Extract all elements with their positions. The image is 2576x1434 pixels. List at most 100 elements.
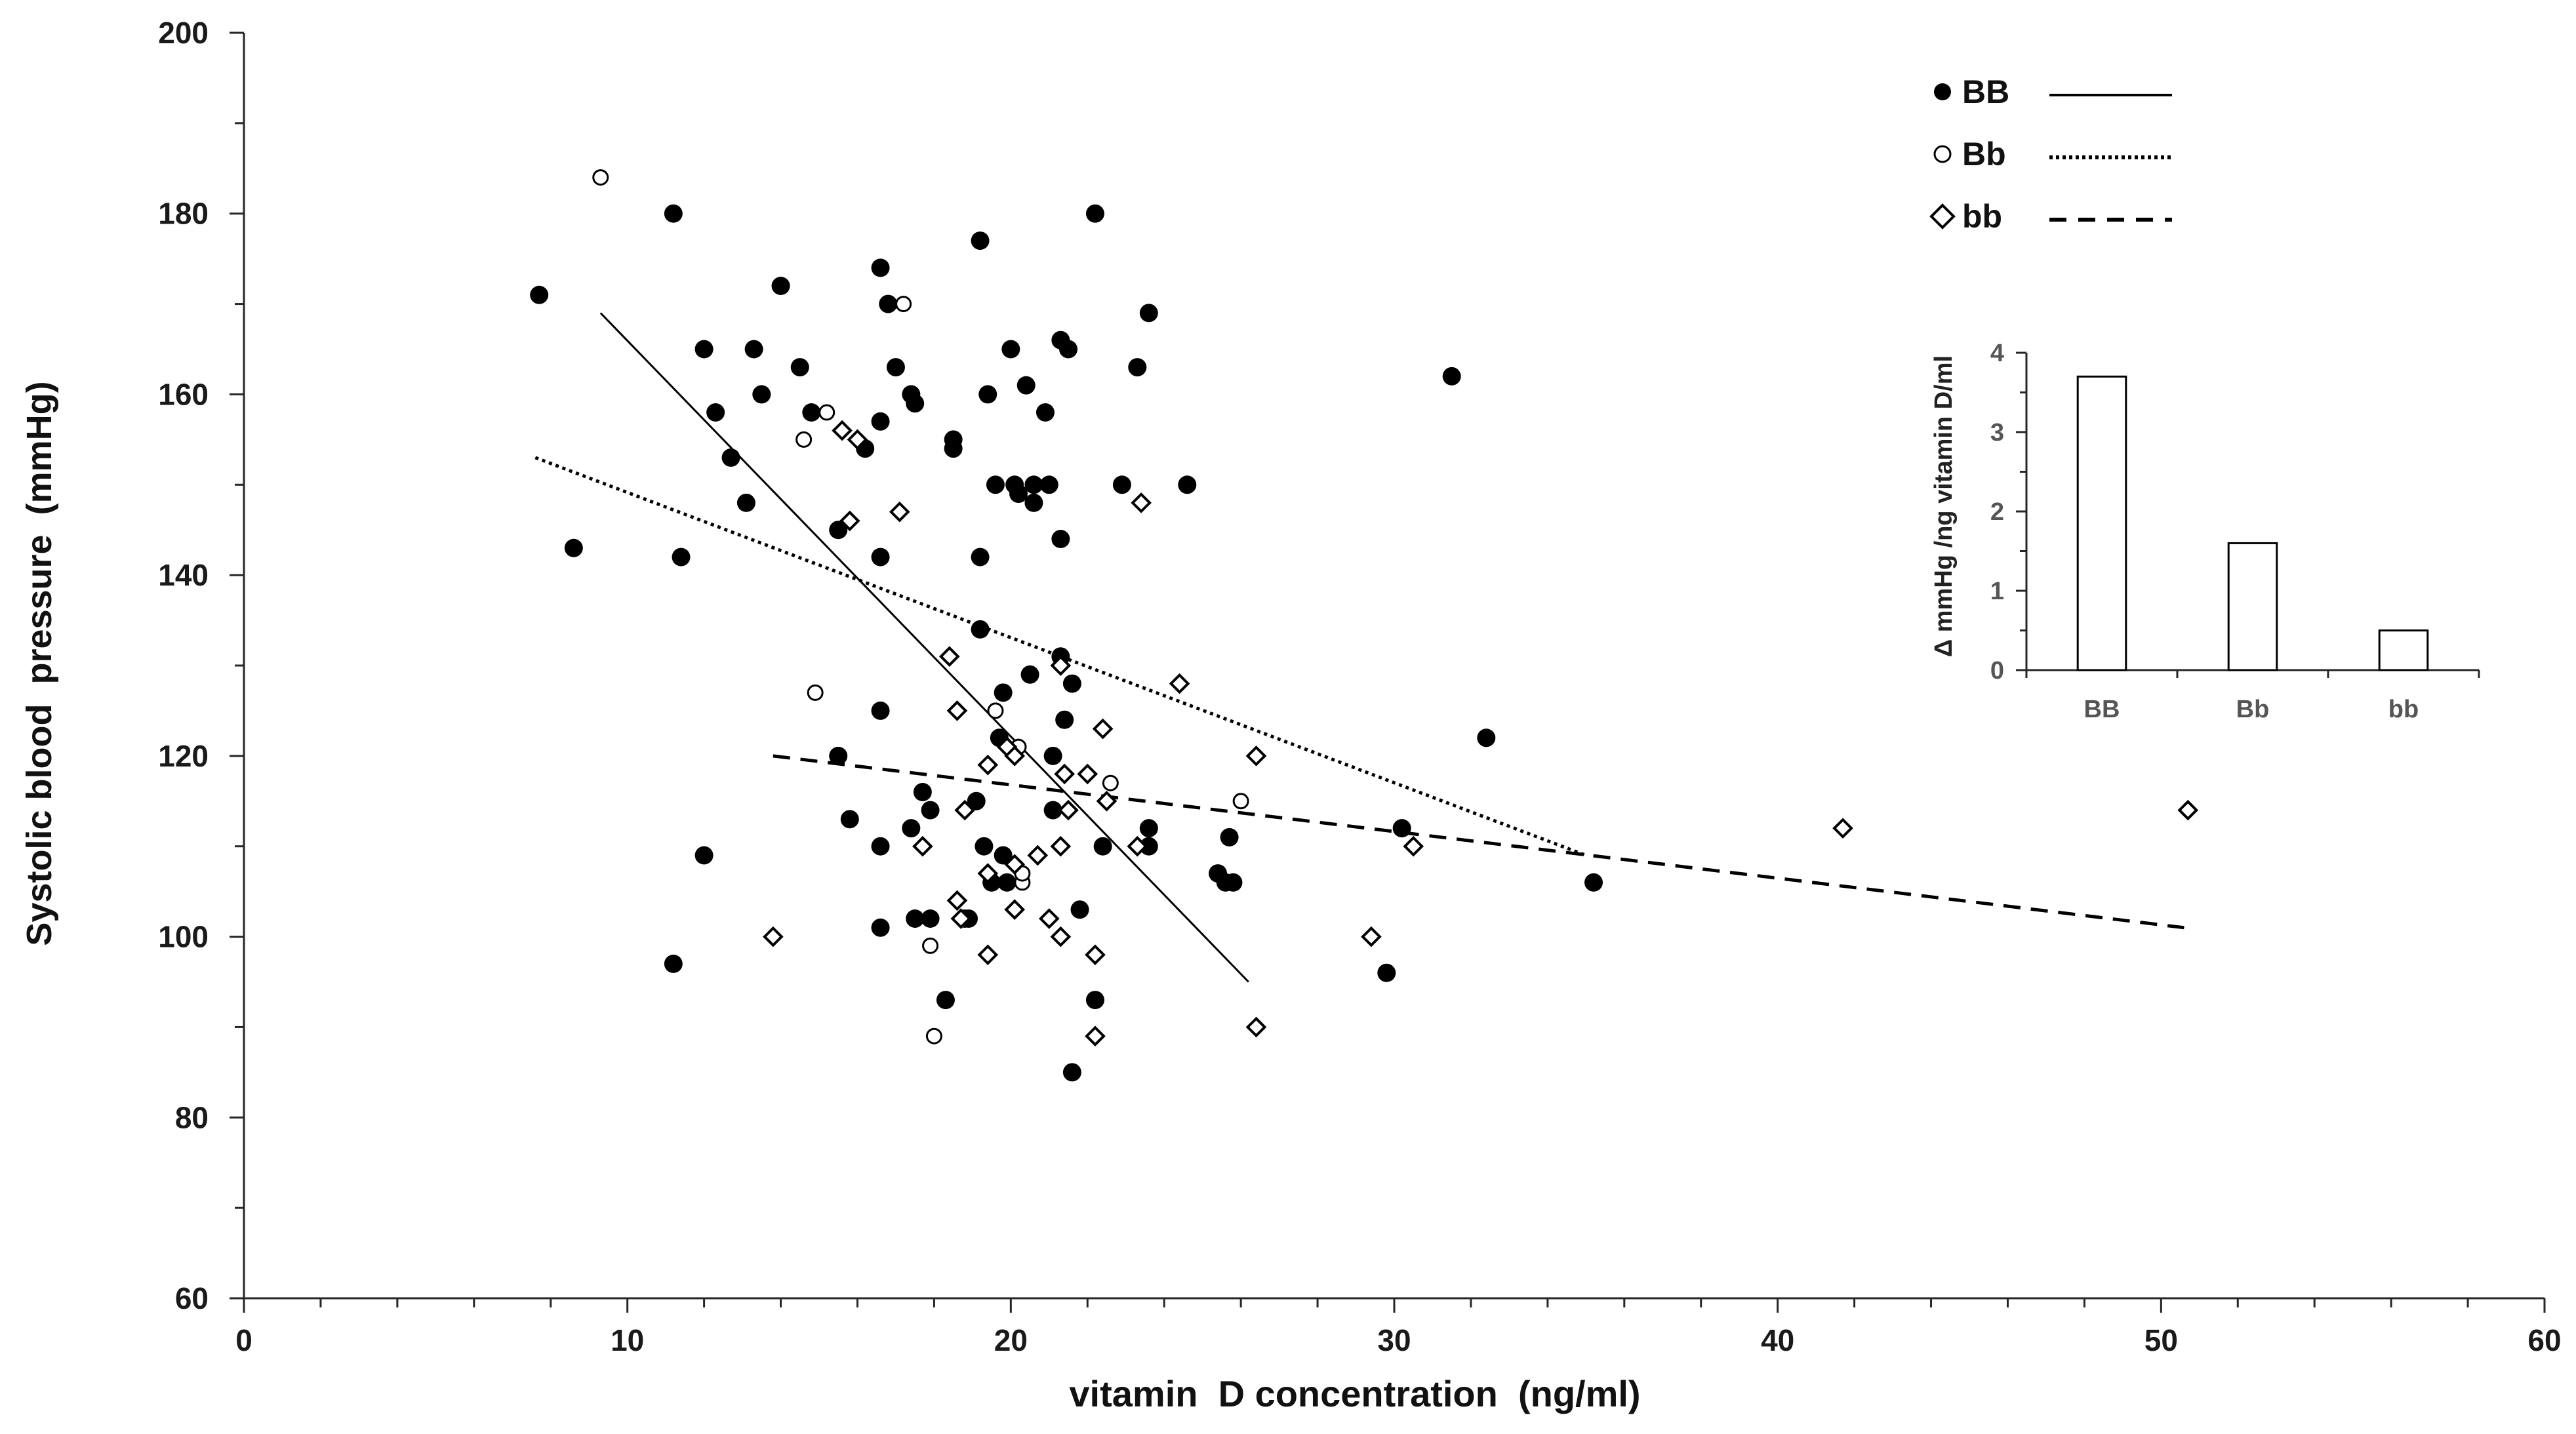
data-point-bb <box>971 548 990 567</box>
data-point-bb <box>871 918 890 937</box>
data-point-bb <box>1403 835 1424 857</box>
data-point-bb <box>1224 873 1243 892</box>
data-point-bb <box>1062 674 1081 693</box>
data-point-bb <box>971 620 990 639</box>
data-point-bb <box>1054 763 1076 785</box>
data-point-bb <box>1102 774 1119 791</box>
data-point-bb <box>925 1027 942 1045</box>
data-point-bb <box>807 684 824 701</box>
data-point-bb <box>1361 926 1382 947</box>
data-point-bb <box>1038 908 1060 929</box>
y-tick-label: 60 <box>175 1281 209 1315</box>
y-tick-label: 160 <box>158 377 209 411</box>
data-point-bb <box>1220 827 1239 846</box>
inset-y-tick-label: 4 <box>1990 340 2004 367</box>
data-point-bb <box>879 294 898 313</box>
data-point-bb <box>1077 763 1098 785</box>
inset-y-tick-label: 0 <box>1990 657 2004 685</box>
legend-label-bb: bb <box>1962 198 2002 235</box>
x-tick-label: 20 <box>994 1323 1028 1357</box>
data-point-bb <box>1477 728 1496 747</box>
inset-x-tick-label: bb <box>2388 696 2419 723</box>
data-point-bb <box>1139 819 1158 838</box>
data-point-bb <box>902 819 921 838</box>
x-axis-title: vitamin D concentration (ng/ml) <box>1069 1373 1640 1414</box>
data-point-bb <box>921 801 940 820</box>
data-point-bb <box>1050 655 1072 676</box>
data-point-bb <box>1092 718 1114 740</box>
data-point-bb <box>1127 835 1148 857</box>
y-tick-label: 200 <box>158 16 209 50</box>
data-point-bb <box>1442 367 1461 386</box>
data-point-bb <box>706 403 725 422</box>
inset-x-tick-label: BB <box>2084 696 2120 723</box>
legend-marker-bb <box>1933 145 1952 163</box>
data-point-bb <box>1001 340 1020 359</box>
data-point-bb <box>944 430 963 449</box>
data-point-bb <box>1043 746 1062 765</box>
data-point-bb <box>763 926 784 947</box>
data-points <box>530 169 2199 1082</box>
legend: BB Bb bb <box>1929 73 2172 235</box>
inset-y-tick-label: 3 <box>1990 419 2004 447</box>
data-point-bb <box>736 493 755 512</box>
data-point-bb <box>672 548 691 567</box>
data-point-bb <box>871 548 890 567</box>
data-point-bb <box>839 510 860 532</box>
data-point-bb <box>1059 340 1078 359</box>
data-point-bb <box>1070 900 1089 919</box>
data-point-bb <box>1131 492 1152 513</box>
data-point-bb <box>977 863 999 884</box>
data-point-bb <box>950 908 972 929</box>
data-point-bb <box>1096 790 1117 812</box>
inset-bar-bb <box>2076 375 2127 671</box>
data-point-bb <box>1016 376 1036 395</box>
data-point-bb <box>694 340 714 359</box>
x-tick-label: 40 <box>1761 1323 1794 1357</box>
data-point-bb <box>847 429 868 450</box>
data-point-bb <box>1112 475 1131 494</box>
data-point-bb <box>954 799 976 821</box>
data-point-bb <box>977 944 999 965</box>
data-point-bb <box>1039 475 1058 494</box>
data-point-bb <box>1169 673 1190 694</box>
data-point-bb <box>1051 530 1070 548</box>
inset-y-axis-title: Δ mmHg /ng vitamin D/ml <box>1930 355 1958 657</box>
data-point-bb <box>771 277 790 295</box>
regression-lines <box>534 312 2184 983</box>
data-point-bb <box>664 954 683 973</box>
data-point-bb <box>744 340 763 359</box>
legend-marker-bb <box>1929 203 1956 229</box>
regression-line-bb <box>599 312 1249 983</box>
regression-line-bb <box>773 754 2184 930</box>
data-point-bb <box>936 991 955 1010</box>
inset-bar-bb <box>2378 629 2429 671</box>
data-point-bb <box>832 420 853 441</box>
data-point-bb <box>975 837 994 856</box>
data-point-bb <box>922 937 939 954</box>
data-point-bb <box>912 835 933 857</box>
data-point-bb <box>1004 854 1026 875</box>
data-point-bb <box>1377 963 1396 982</box>
data-point-bb <box>1232 793 1249 810</box>
data-point-bb <box>895 296 912 313</box>
data-point-bb <box>1050 835 1072 857</box>
data-point-bb <box>1245 1016 1267 1038</box>
data-point-bb <box>829 521 848 540</box>
data-point-bb <box>530 285 549 304</box>
data-point-bb <box>978 385 997 404</box>
y-tick-label: 100 <box>158 920 209 954</box>
data-point-bb <box>921 909 940 928</box>
data-point-bb <box>946 700 968 721</box>
data-point-bb <box>1085 991 1104 1010</box>
x-tick-label: 10 <box>611 1323 644 1357</box>
y-axis-title: Systolic blood pressure (mmHg) <box>20 381 59 946</box>
inset-y-tick-label: 1 <box>1990 578 2004 605</box>
x-tick-label: 30 <box>1377 1323 1411 1357</box>
data-point-bb <box>1584 873 1603 892</box>
data-point-bb <box>2177 799 2199 821</box>
data-point-bb <box>1093 837 1112 856</box>
data-point-bb <box>1085 944 1106 965</box>
data-point-bb <box>994 846 1013 865</box>
data-point-bb <box>1020 665 1039 684</box>
